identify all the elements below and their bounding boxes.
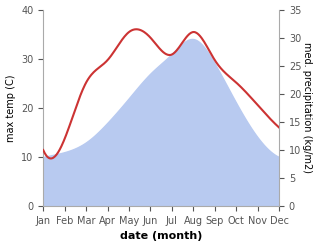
- Y-axis label: max temp (C): max temp (C): [5, 74, 16, 142]
- Y-axis label: med. precipitation (kg/m2): med. precipitation (kg/m2): [302, 42, 313, 173]
- X-axis label: date (month): date (month): [120, 231, 202, 242]
